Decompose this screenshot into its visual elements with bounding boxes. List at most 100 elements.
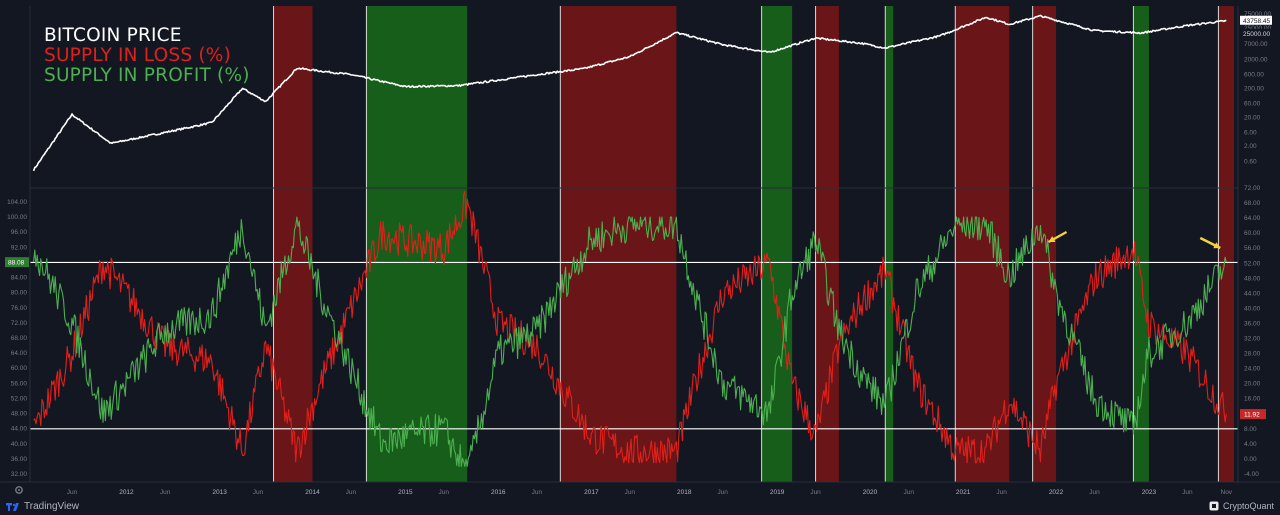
right-tick-label: 4.00 — [1244, 441, 1257, 448]
tradingview-brand[interactable]: TradingView — [6, 501, 79, 512]
right-tick-label: 56.00 — [1244, 245, 1261, 252]
right-tick-label: 64.00 — [1244, 215, 1261, 222]
settings-icon[interactable] — [14, 485, 24, 495]
tradingview-label: TradingView — [24, 501, 80, 512]
left-tick-label: 104.00 — [7, 199, 27, 206]
time-tick-label: 2018 — [677, 489, 692, 496]
right-tick-label: 72.00 — [1244, 185, 1261, 192]
time-tick-label: 2014 — [305, 489, 320, 496]
time-tick-label: 2013 — [212, 489, 227, 496]
time-tick-label: Jun — [1089, 489, 1100, 496]
time-tick-label: 2016 — [491, 489, 506, 496]
loss-current-label: 11.92 — [1244, 412, 1260, 419]
time-tick-label: Jun — [625, 489, 636, 496]
threshold-lines — [30, 261, 1238, 430]
right-tick-label: 8.00 — [1244, 426, 1257, 433]
left-tick-label: 40.00 — [11, 441, 28, 448]
time-tick-label: 2012 — [119, 489, 134, 496]
left-tick-label: 64.00 — [11, 350, 28, 357]
axes-group: 75000.00 25000.00 7000.00 2000.00 600.00 200.… — [0, 6, 1280, 496]
left-tick-label: 36.00 — [11, 456, 28, 463]
time-tick-label: Jun — [996, 489, 1007, 496]
time-tick-label: 2021 — [956, 489, 971, 496]
series-line-2 — [33, 216, 1227, 467]
time-tick-label: Jun — [67, 489, 78, 496]
right-tick-label: 68.00 — [1244, 200, 1261, 207]
time-tick-label: Nov — [1221, 489, 1233, 496]
price-current-tag — [1240, 15, 1272, 25]
tradingview-logo-icon — [6, 502, 19, 511]
left-tick-label: 68.00 — [11, 335, 28, 342]
shaded-region-7 — [1032, 6, 1057, 482]
time-tick-label: Jun — [346, 489, 357, 496]
shaded-region-5 — [885, 6, 894, 482]
time-tick-label: 2022 — [1049, 489, 1064, 496]
right-tick-label: 0.00 — [1244, 456, 1257, 463]
left-tick-label: 96.00 — [11, 229, 28, 236]
price-tick-label: 2000.00 — [1244, 56, 1268, 63]
price-tick-label: 200.00 — [1244, 85, 1264, 92]
shaded-region-2 — [560, 6, 677, 482]
left-tick-label: 48.00 — [11, 411, 28, 418]
price-tick-label: 20.00 — [1244, 114, 1261, 121]
time-tick-label: Jun — [439, 489, 450, 496]
shaded-region-6 — [955, 6, 1010, 482]
time-tick-label: 2019 — [770, 489, 785, 496]
right-tick-label: 52.00 — [1244, 260, 1261, 267]
series-group — [32, 14, 1227, 467]
left-tick-label: 92.00 — [11, 244, 28, 251]
arrow-head-0 — [1048, 236, 1056, 242]
time-tick-label: Jun — [903, 489, 914, 496]
right-tick-label: 40.00 — [1244, 305, 1261, 312]
cryptoquant-brand[interactable]: CryptoQuant — [1209, 501, 1274, 511]
time-tick-label: 2023 — [1142, 489, 1157, 496]
loss-current-tag — [1240, 409, 1266, 420]
left-tick-label: 44.00 — [11, 426, 28, 433]
price-tick-label: 600.00 — [1244, 72, 1264, 79]
cryptoquant-logo-icon — [1209, 501, 1219, 511]
price-tick-label: 60.00 — [1244, 101, 1261, 108]
left-tick-label: 80.00 — [11, 290, 28, 297]
arrow-head-1 — [1213, 242, 1221, 249]
right-tick-label: -4.00 — [1244, 471, 1259, 478]
price-current-label: 25000.00 — [1243, 31, 1270, 38]
time-tick-label: Jun — [532, 489, 543, 496]
right-tick-label: 32.00 — [1244, 336, 1261, 343]
left-tick-label: 72.00 — [11, 320, 28, 327]
price-tick-label: 6.00 — [1244, 129, 1257, 136]
annotation-arrow-1 — [1199, 236, 1221, 250]
time-tick-label: 2020 — [863, 489, 878, 496]
left-tick-label: 84.00 — [11, 275, 28, 282]
series-line-1 — [33, 190, 1227, 464]
right-tick-label: 48.00 — [1244, 275, 1261, 282]
left-tick-label: 56.00 — [11, 380, 28, 387]
annotation-arrow-0 — [1047, 230, 1068, 244]
left-tick-label: 76.00 — [11, 305, 28, 312]
right-tick-label: 36.00 — [1244, 320, 1261, 327]
price-current-label: 43758.45 — [1243, 18, 1270, 25]
price-tick-label: 7000.00 — [1244, 41, 1268, 48]
price-tick-label: 25000.00 — [1244, 25, 1271, 32]
right-tick-label: 24.00 — [1244, 366, 1261, 373]
left-tick-label: 52.00 — [11, 395, 28, 402]
right-tick-label: 60.00 — [1244, 230, 1261, 237]
right-tick-label: 16.00 — [1244, 396, 1261, 403]
shaded-region-9 — [1218, 6, 1234, 482]
time-tick-label: Jun — [253, 489, 264, 496]
time-tick-label: Jun — [810, 489, 821, 496]
right-tick-label: 44.00 — [1244, 290, 1261, 297]
price-tick-label: 75000.00 — [1244, 11, 1271, 18]
series-line-0 — [32, 14, 1227, 172]
left-tick-label: 60.00 — [11, 365, 28, 372]
cryptoquant-label: CryptoQuant — [1222, 501, 1274, 511]
time-tick-label: 2015 — [398, 489, 413, 496]
annotation-arrows — [1047, 230, 1221, 250]
right-tick-label: 20.00 — [1244, 381, 1261, 388]
shaded-regions — [273, 6, 1234, 482]
price-tick-label: 2.00 — [1244, 143, 1257, 150]
profit-current-tag — [5, 257, 29, 268]
time-tick-label: Jun — [160, 489, 171, 496]
region-boundary-lines — [273, 6, 1219, 482]
time-tick-label: Jun — [1182, 489, 1193, 496]
